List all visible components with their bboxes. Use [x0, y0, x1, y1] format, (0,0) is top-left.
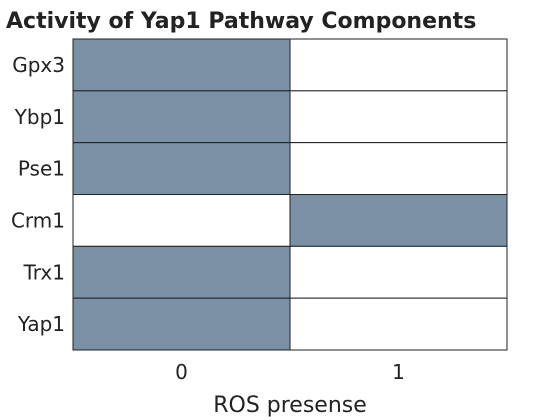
- y-tick-label: Crm1: [11, 208, 65, 232]
- heatmap-cell-ybp1-0: [72, 90, 291, 144]
- heatmap-cell-yap1-1: [289, 297, 508, 351]
- heatmap-cell-yap1-0: [72, 297, 291, 351]
- y-tick-label: Trx1: [22, 260, 65, 284]
- y-tick-label: Ybp1: [14, 105, 65, 129]
- x-tick-label: 1: [392, 360, 405, 384]
- heatmap-cell-gpx3-1: [289, 38, 508, 92]
- y-tick-label: Pse1: [18, 157, 65, 181]
- heatmap-cell-trx1-0: [72, 245, 291, 299]
- heatmap-cell-gpx3-0: [72, 38, 291, 92]
- heatmap-cell-crm1-1: [289, 194, 508, 247]
- heatmap-cell-crm1-0: [72, 194, 291, 247]
- heatmap-cell-pse1-1: [289, 142, 508, 196]
- heatmap-cells: [72, 38, 508, 351]
- x-tick-label: 0: [175, 360, 188, 384]
- heatmap-cell-pse1-0: [72, 142, 291, 196]
- heatmap-cell-trx1-1: [289, 245, 508, 299]
- y-tick-labels: Gpx3 Ybp1 Pse1 Crm1 Trx1 Yap1: [11, 53, 65, 336]
- x-axis-label: ROS presense: [213, 393, 367, 418]
- y-tick-label: Gpx3: [12, 53, 65, 77]
- heatmap-cell-ybp1-1: [289, 90, 508, 144]
- chart-title: Activity of Yap1 Pathway Components: [6, 9, 476, 34]
- y-tick-label: Yap1: [17, 312, 65, 336]
